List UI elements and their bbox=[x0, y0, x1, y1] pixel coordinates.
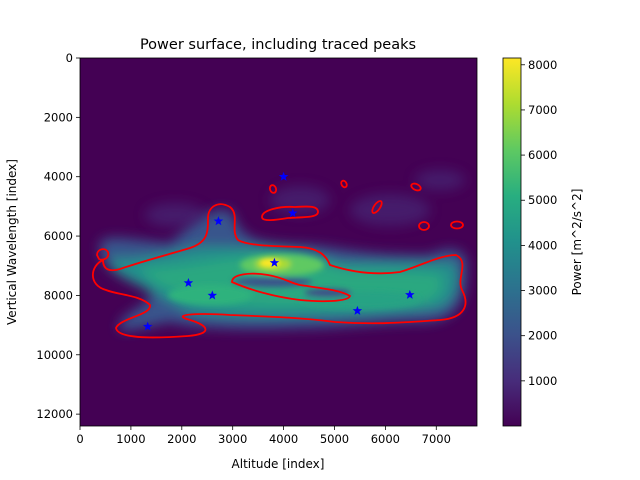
x-tick-label: 7000 bbox=[422, 432, 451, 446]
y-tick-label: 2000 bbox=[44, 110, 73, 124]
y-axis-label: Vertical Wavelength [index] bbox=[5, 159, 19, 325]
heatmap-dark-gap-right bbox=[304, 289, 352, 297]
plot-frame bbox=[79, 57, 478, 427]
peak-marker bbox=[269, 257, 280, 267]
y-tick-label: 12000 bbox=[36, 407, 73, 421]
colorbar-tick-label: 4000 bbox=[528, 238, 557, 252]
traced-peaks bbox=[142, 171, 415, 331]
contour-left-loop bbox=[96, 248, 110, 261]
contour-main bbox=[91, 203, 467, 339]
colorbar-tick-label: 1000 bbox=[528, 374, 557, 388]
colorbar-label: Power [m^2/s^2] bbox=[570, 189, 584, 296]
heatmap-faint-patch-1 bbox=[270, 186, 330, 214]
peak-marker bbox=[278, 171, 289, 181]
colorbar-tick-label: 8000 bbox=[528, 58, 557, 72]
colorbar-tick-label: 5000 bbox=[528, 193, 557, 207]
colorbar bbox=[502, 57, 522, 427]
contour-small-6 bbox=[450, 220, 464, 230]
heatmap-image bbox=[80, 58, 477, 426]
colorbar-tick-label: 6000 bbox=[528, 148, 557, 162]
contour-small-1 bbox=[268, 184, 278, 194]
contour-small-4 bbox=[410, 182, 422, 192]
x-tick-label: 4000 bbox=[269, 432, 298, 446]
chart-title: Power surface, including traced peaks bbox=[140, 37, 416, 53]
peak-marker bbox=[183, 277, 194, 287]
x-tick-label: 3000 bbox=[218, 432, 247, 446]
colorbar-ticks: 1000 2000 3000 4000 5000 6000 7000 8000 bbox=[521, 58, 557, 388]
y-tick-label: 0 bbox=[66, 51, 73, 65]
x-tick-label: 5000 bbox=[320, 432, 349, 446]
contour-small-3 bbox=[371, 200, 383, 214]
contour-lines bbox=[91, 179, 467, 339]
contour-top-1 bbox=[261, 205, 319, 222]
y-tick-label: 10000 bbox=[36, 348, 73, 362]
colorbar-tick-label: 7000 bbox=[528, 103, 557, 117]
x-tick-label: 6000 bbox=[371, 432, 400, 446]
x-tick-label: 1000 bbox=[116, 432, 145, 446]
contour-island-bottom bbox=[231, 272, 352, 303]
heatmap-faint-patch-3 bbox=[145, 203, 205, 227]
peak-marker bbox=[352, 305, 363, 315]
heatmap-faint-patch-4 bbox=[415, 170, 465, 190]
contour-small-5 bbox=[418, 221, 430, 231]
peak-marker bbox=[288, 208, 298, 218]
x-axis-label: Altitude [index] bbox=[232, 457, 325, 471]
heatmap-dark-gap-left bbox=[232, 277, 312, 287]
heatmap-faint-patch-2 bbox=[350, 194, 430, 226]
peak-marker bbox=[405, 289, 415, 299]
y-tick-label: 6000 bbox=[44, 229, 73, 243]
y-tick-label: 8000 bbox=[44, 288, 73, 302]
y-axis-ticks: 0 2000 4000 6000 8000 10000 12000 bbox=[36, 51, 80, 421]
colorbar-tick-label: 2000 bbox=[528, 329, 557, 343]
peak-marker bbox=[207, 290, 218, 300]
x-tick-label: 2000 bbox=[167, 432, 196, 446]
contour-small-2 bbox=[340, 179, 348, 189]
x-axis-ticks: 0 1000 2000 3000 4000 5000 6000 7000 bbox=[76, 426, 451, 446]
peak-marker bbox=[213, 216, 224, 226]
y-tick-label: 4000 bbox=[44, 170, 73, 184]
x-tick-label: 0 bbox=[76, 432, 83, 446]
peak-marker bbox=[142, 321, 153, 331]
colorbar-tick-label: 3000 bbox=[528, 284, 557, 298]
